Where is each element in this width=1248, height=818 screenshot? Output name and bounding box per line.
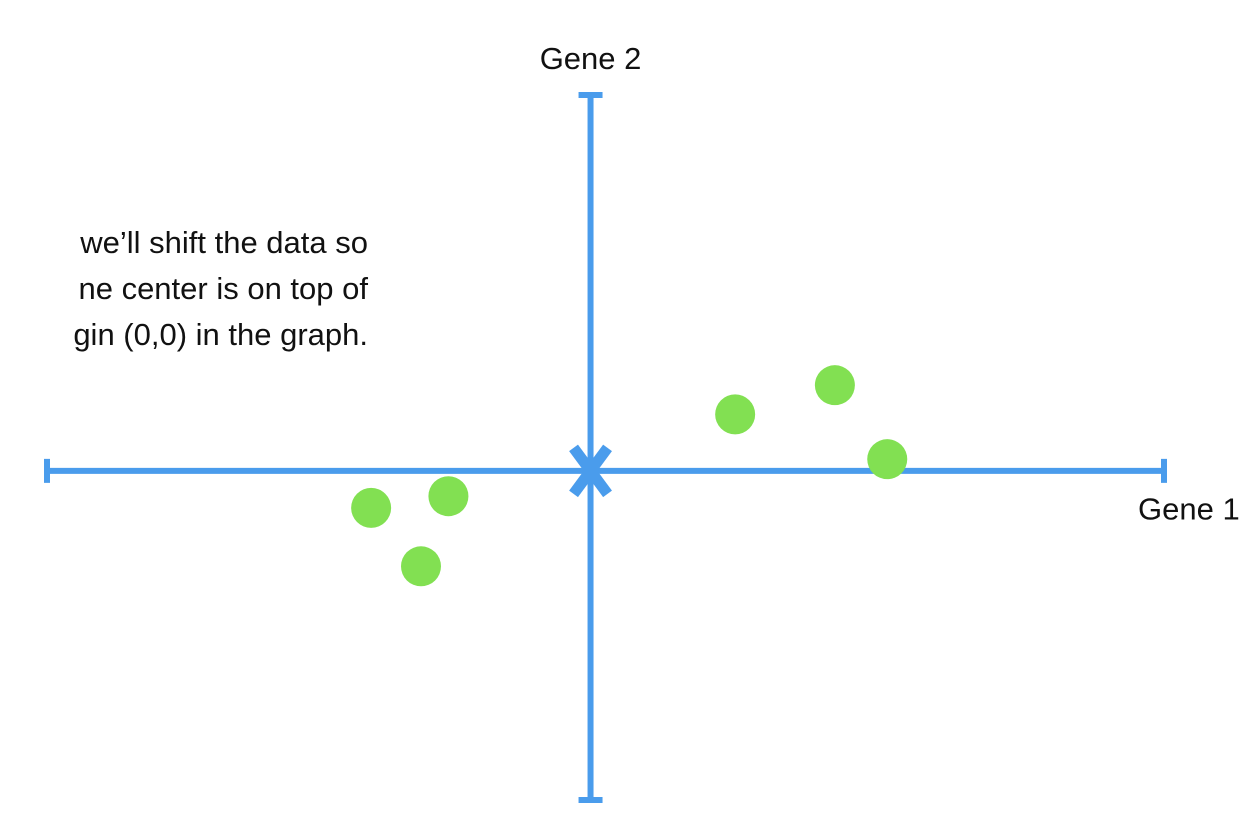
caption: we’ll shift the data so ne center is on … <box>0 220 380 360</box>
data-point-5 <box>351 487 392 528</box>
caption-line-3: gin (0,0) in the graph. <box>73 317 368 352</box>
center-marker <box>569 444 612 498</box>
data-point-6 <box>400 546 441 587</box>
axis-labels: Gene 1 Gene 2 <box>540 41 1240 527</box>
data-points <box>351 365 908 587</box>
caption-line-2: ne center is on top of <box>78 271 368 306</box>
data-point-3 <box>867 439 908 480</box>
center-marker-stroke-2 <box>569 444 612 498</box>
data-point-1 <box>715 394 756 435</box>
y-axis-label: Gene 2 <box>540 41 642 76</box>
data-point-4 <box>428 476 469 517</box>
axes <box>44 92 1167 803</box>
caption-line-1: we’ll shift the data so <box>80 225 368 260</box>
x-axis-label: Gene 1 <box>1138 492 1240 527</box>
data-point-2 <box>814 365 855 406</box>
